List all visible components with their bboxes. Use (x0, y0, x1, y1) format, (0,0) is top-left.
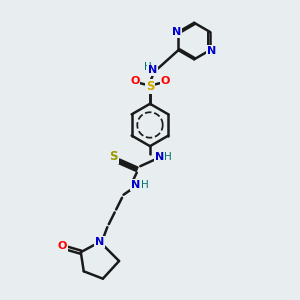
Text: O: O (130, 76, 140, 86)
Text: N: N (148, 65, 158, 76)
Text: N: N (131, 180, 140, 190)
Text: N: N (172, 27, 182, 37)
Text: N: N (95, 237, 105, 247)
Text: S: S (146, 80, 154, 93)
Text: H: H (141, 180, 148, 190)
Text: O: O (160, 76, 170, 86)
Text: N: N (155, 152, 164, 162)
Text: S: S (110, 150, 118, 163)
Text: O: O (57, 241, 67, 251)
Text: H: H (144, 62, 152, 72)
Text: H: H (164, 152, 172, 162)
Text: N: N (207, 46, 216, 56)
